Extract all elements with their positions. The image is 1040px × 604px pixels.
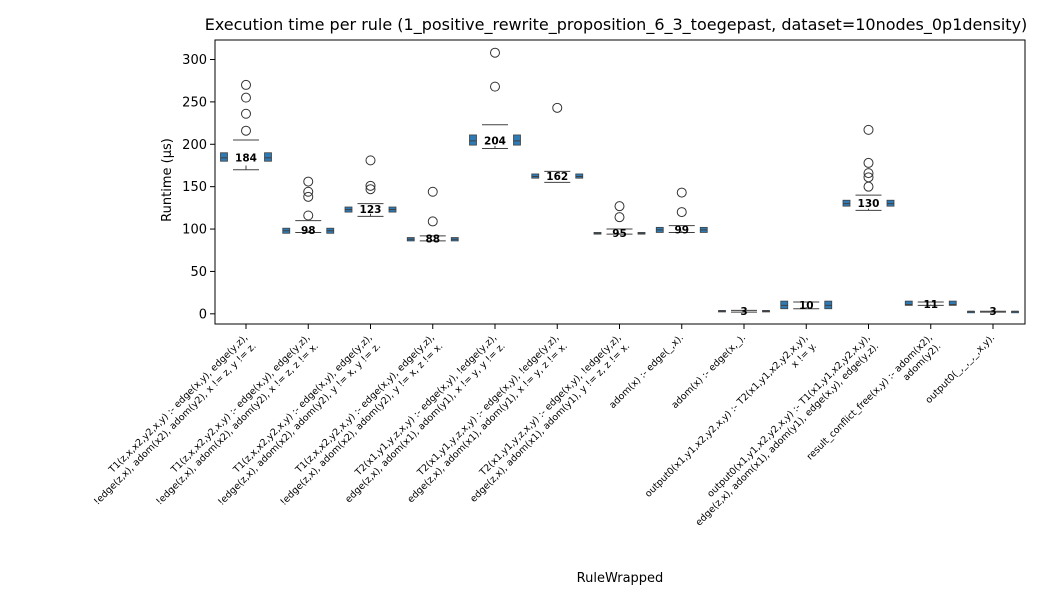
x-tick-label-line: T1(z,x,x2,y2,x,y) :- edge(x,y), edge(y,z… bbox=[106, 332, 250, 476]
median-label: 3 bbox=[740, 306, 747, 318]
x-tick-label-line: edge(z,x), adom(x1), adom(y1), edge(x,y)… bbox=[694, 341, 882, 529]
outlier-point bbox=[365, 184, 376, 195]
outlier-point bbox=[863, 168, 874, 179]
right-box bbox=[948, 300, 957, 306]
plot-area: 0 50 100 150 200 250 300 184 T1(z,x,x2,y2,x,y) :… bbox=[92, 39, 1026, 529]
median-label: 95 bbox=[612, 228, 627, 240]
y-tick-label: 50 bbox=[190, 265, 207, 280]
right-box bbox=[513, 134, 521, 146]
median-label: 130 bbox=[858, 198, 880, 210]
median-label: 204 bbox=[484, 135, 506, 147]
y-tick-label: 200 bbox=[182, 138, 207, 153]
outlier-point bbox=[863, 172, 874, 183]
median-label: 88 bbox=[425, 234, 440, 246]
outlier-point bbox=[365, 180, 376, 191]
y-tick-label: 150 bbox=[182, 180, 207, 195]
outlier-point bbox=[863, 124, 874, 135]
outlier-point bbox=[241, 92, 251, 103]
y-tick-label: 0 bbox=[199, 307, 207, 322]
right-box bbox=[264, 152, 272, 162]
outlier-point bbox=[676, 187, 687, 198]
outlier-point bbox=[241, 79, 251, 90]
outlier-point bbox=[863, 181, 874, 192]
median-label: 99 bbox=[674, 224, 689, 236]
median-label: 184 bbox=[235, 152, 257, 164]
outlier-point bbox=[552, 102, 563, 113]
median-label: 98 bbox=[301, 225, 316, 237]
outlier-point bbox=[676, 207, 687, 218]
outlier-point bbox=[303, 191, 314, 202]
y-tick-label: 100 bbox=[182, 223, 207, 238]
y-tick-label: 300 bbox=[182, 53, 207, 68]
plot-frame bbox=[214, 39, 1026, 325]
median-label: 10 bbox=[799, 300, 814, 312]
median-label: 11 bbox=[923, 299, 938, 311]
x-axis-label: RuleWrapped bbox=[577, 571, 664, 586]
outlier-point bbox=[241, 125, 251, 136]
outlier-point bbox=[863, 157, 874, 168]
outlier-point bbox=[427, 216, 438, 227]
outlier-point bbox=[303, 186, 314, 197]
outlier-point bbox=[303, 210, 314, 221]
outlier-point bbox=[614, 212, 625, 223]
left-box bbox=[220, 152, 228, 162]
category-group: 184 T1(z,x,x2,y2,x,y) :- edge(x,y), edge(… bbox=[92, 79, 272, 507]
median-label: 123 bbox=[360, 204, 382, 216]
left-box bbox=[904, 300, 913, 306]
chart-title: Execution time per rule (1_positive_rewr… bbox=[205, 15, 1028, 35]
y-tick-label: 250 bbox=[182, 95, 207, 110]
outlier-point bbox=[303, 176, 314, 187]
outlier-point bbox=[427, 186, 438, 197]
outlier-point bbox=[490, 47, 500, 58]
left-box bbox=[469, 134, 477, 146]
median-label: 3 bbox=[989, 306, 996, 318]
outlier-point bbox=[614, 201, 625, 212]
outlier-point bbox=[365, 155, 376, 166]
median-label: 162 bbox=[546, 171, 568, 183]
y-axis-label: Runtime (µs) bbox=[160, 138, 175, 222]
outlier-point bbox=[490, 81, 500, 92]
outlier-point bbox=[241, 108, 251, 119]
